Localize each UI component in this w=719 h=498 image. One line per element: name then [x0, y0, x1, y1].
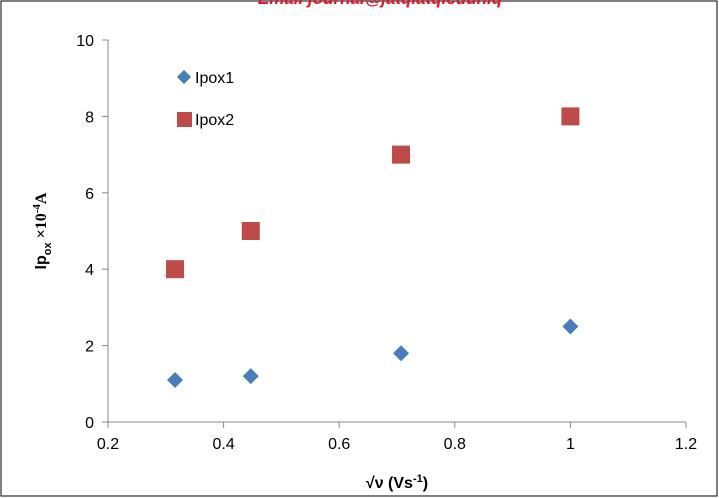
y-axis-title-base: Ip — [33, 255, 50, 269]
point-ipox1 — [242, 368, 259, 385]
point-ipox1 — [167, 371, 184, 388]
axis-ticks: 0 2 4 6 8 10 0.2 0.4 0.6 0.8 1 1.2 — [76, 33, 697, 453]
x-tick-label: 0.8 — [444, 436, 466, 453]
y-axis-title: Ipox ×10-4A — [31, 192, 54, 269]
y-tick-label: 8 — [85, 109, 94, 126]
header-text: Email journal@jatqiatqieduniq — [258, 0, 503, 8]
y-tick-label: 10 — [76, 33, 94, 50]
data-points — [166, 107, 580, 388]
x-tick-label: 0.2 — [97, 436, 119, 453]
x-axis-title: √ν (Vs-1) — [366, 473, 428, 492]
x-axis-title-base: √ν (Vs — [366, 475, 413, 492]
point-ipox1 — [562, 318, 579, 335]
legend-marker-ipox2 — [177, 112, 192, 127]
y-axis-title-mid: ×10 — [33, 213, 50, 242]
legend-label-ipox2: Ipox2 — [195, 112, 234, 129]
y-axis-title-sub: ox — [42, 242, 54, 256]
y-tick-label: 2 — [85, 339, 94, 356]
legend-label-ipox1: Ipox1 — [195, 70, 234, 87]
point-ipox1 — [393, 345, 410, 362]
x-tick-label: 0.4 — [212, 436, 234, 453]
x-tick-label: 0.6 — [328, 436, 350, 453]
y-tick-label: 6 — [85, 186, 94, 203]
point-ipox2 — [241, 222, 260, 240]
point-ipox2 — [166, 260, 185, 279]
y-axis-title-sup: -4 — [31, 204, 43, 214]
y-axis-title-end: A — [33, 192, 50, 204]
x-tick-label: 1 — [566, 436, 575, 453]
x-tick-label: 1.2 — [675, 436, 697, 453]
y-tick-label: 4 — [85, 262, 94, 279]
point-ipox2 — [392, 145, 411, 164]
x-axis-title-sup: -1 — [413, 473, 423, 485]
y-tick-label: 0 — [85, 415, 94, 432]
point-ipox2 — [561, 107, 580, 126]
x-axis-title-end: ) — [423, 475, 428, 492]
